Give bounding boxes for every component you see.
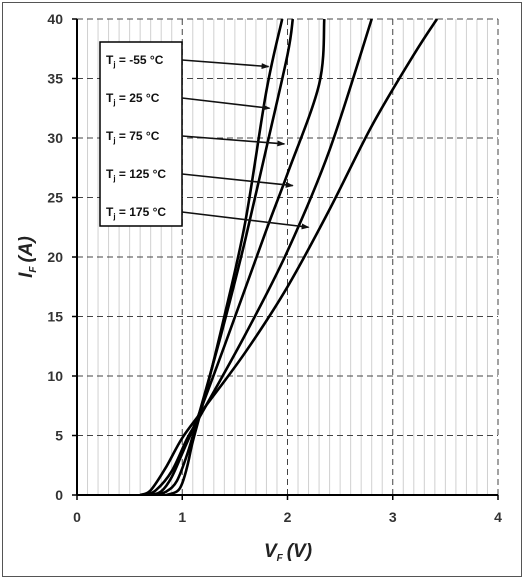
legend-arrow-1 [181,97,271,111]
y-tick-label: 10 [47,368,63,384]
y-tick-label: 5 [55,428,63,444]
chart-frame [2,2,522,577]
legend-arrow-0 [181,59,270,70]
y-axis-title: IF(A) [16,236,39,278]
legend-box [99,41,183,227]
legend-label-3: Tj = 125 °C [106,167,166,183]
series-line-4 [139,18,439,495]
series-line-3 [144,18,373,495]
y-tick-label: 30 [47,130,63,146]
legend-label-4: Tj = 175 °C [106,205,166,221]
series-line-2 [150,18,326,495]
y-tick-label: 0 [55,487,63,503]
y-tick-label: 35 [47,71,63,87]
y-tick-label: 15 [47,309,63,325]
legend-label-0: Tj = -55 °C [106,53,164,69]
x-tick-label: 4 [494,509,502,525]
legend: Tj = -55 °C Tj = 25 °C Tj = 75 °C Tj = 125 … [99,41,310,230]
series-line-1 [155,18,295,495]
x-tick-label: 1 [178,509,186,525]
y-tick-label: 25 [47,190,63,206]
x-axis-title: VF (V) [264,541,312,564]
legend-arrow-3 [181,173,294,188]
y-tick-label: 20 [47,249,63,265]
x-tick-label: 2 [284,509,292,525]
legend-label-2: Tj = 75 °C [106,129,160,145]
curves [139,18,439,495]
y-tick-label: 40 [47,11,63,27]
legend-arrow-2 [181,135,286,147]
x-tick-label: 3 [389,509,397,525]
x-tick-label: 0 [73,509,81,525]
legend-label-1: Tj = 25 °C [106,91,160,107]
grid [77,18,499,495]
legend-arrow-4 [181,211,310,230]
